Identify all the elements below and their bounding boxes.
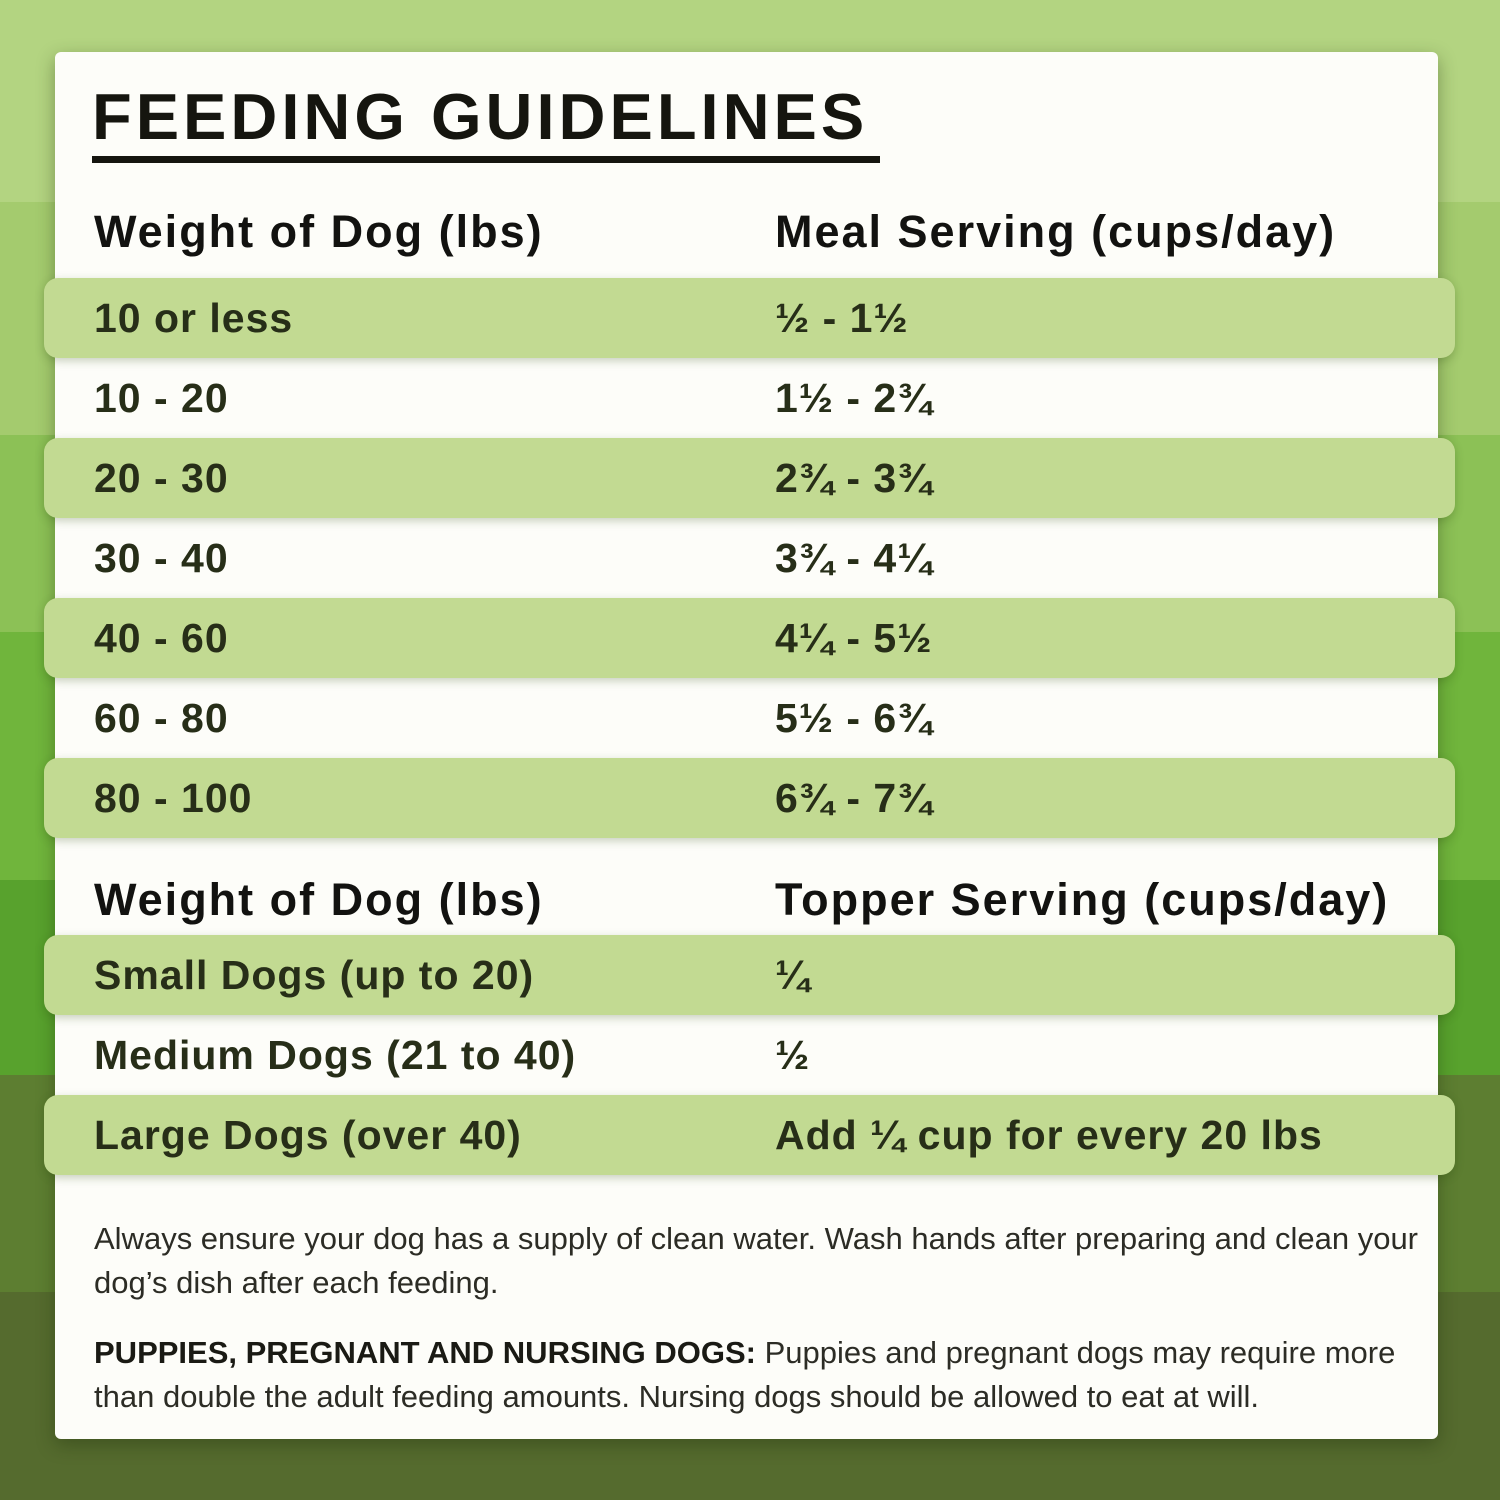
weight-column-header: Weight of Dog (lbs) <box>94 206 544 257</box>
topper-table-header: Weight of Dog (lbs) Topper Serving (cups… <box>44 865 1455 935</box>
serving-cell: 5½ - 6¾ <box>775 694 933 741</box>
serving-cell: 3¾ - 4¼ <box>775 534 933 581</box>
serving-cell: ¼ <box>775 951 811 998</box>
serving-cell: 1½ - 2¾ <box>775 374 933 421</box>
topper-table-row: Medium Dogs (21 to 40) ½ <box>44 1015 1455 1095</box>
weight-cell: Medium Dogs (21 to 40) <box>94 1031 577 1078</box>
serving-cell: ½ - 1½ <box>775 294 909 341</box>
puppies-note: PUPPIES, PREGNANT AND NURSING DOGS: Pupp… <box>94 1331 1432 1419</box>
serving-cell: 6¾ - 7¾ <box>775 774 933 821</box>
title-underline <box>92 156 880 163</box>
serving-cell: Add ¼ cup for every 20 lbs <box>775 1111 1323 1158</box>
topper-table-row: Small Dogs (up to 20) ¼ <box>44 935 1455 1015</box>
meal-table-row: 30 - 40 3¾ - 4¼ <box>44 518 1455 598</box>
weight-column-header: Weight of Dog (lbs) <box>94 874 544 925</box>
meal-table-header: Weight of Dog (lbs) Meal Serving (cups/d… <box>44 197 1455 267</box>
puppies-note-label: PUPPIES, PREGNANT AND NURSING DOGS: <box>94 1335 756 1370</box>
weight-cell: Large Dogs (over 40) <box>94 1111 522 1158</box>
serving-cell: ½ <box>775 1031 811 1078</box>
meal-table-row: 60 - 80 5½ - 6¾ <box>44 678 1455 758</box>
topper-serving-column-header: Topper Serving (cups/day) <box>775 874 1390 925</box>
serving-cell: 4¼ - 5½ <box>775 614 933 661</box>
weight-cell: 10 - 20 <box>94 374 229 421</box>
meal-table-row: 10 or less ½ - 1½ <box>44 278 1455 358</box>
weight-cell: 30 - 40 <box>94 534 229 581</box>
weight-cell: 60 - 80 <box>94 694 229 741</box>
meal-table-row: 40 - 60 4¼ - 5½ <box>44 598 1455 678</box>
weight-cell: 40 - 60 <box>94 614 229 661</box>
serving-cell: 2¾ - 3¾ <box>775 454 933 501</box>
meal-serving-column-header: Meal Serving (cups/day) <box>775 206 1337 257</box>
puppies-note-text: Puppies and pregnant dogs may require mo… <box>94 1335 1396 1414</box>
page-title: FEEDING GUIDELINES <box>92 80 869 153</box>
weight-cell: Small Dogs (up to 20) <box>94 951 535 998</box>
clean-water-note: Always ensure your dog has a supply of c… <box>94 1221 1419 1300</box>
meal-table-row: 80 - 100 6¾ - 7¾ <box>44 758 1455 838</box>
meal-table-row: 20 - 30 2¾ - 3¾ <box>44 438 1455 518</box>
weight-cell: 10 or less <box>94 294 294 341</box>
weight-cell: 20 - 30 <box>94 454 229 501</box>
meal-table-row: 10 - 20 1½ - 2¾ <box>44 358 1455 438</box>
topper-table-row: Large Dogs (over 40) Add ¼ cup for every… <box>44 1095 1455 1175</box>
weight-cell: 80 - 100 <box>94 774 253 821</box>
